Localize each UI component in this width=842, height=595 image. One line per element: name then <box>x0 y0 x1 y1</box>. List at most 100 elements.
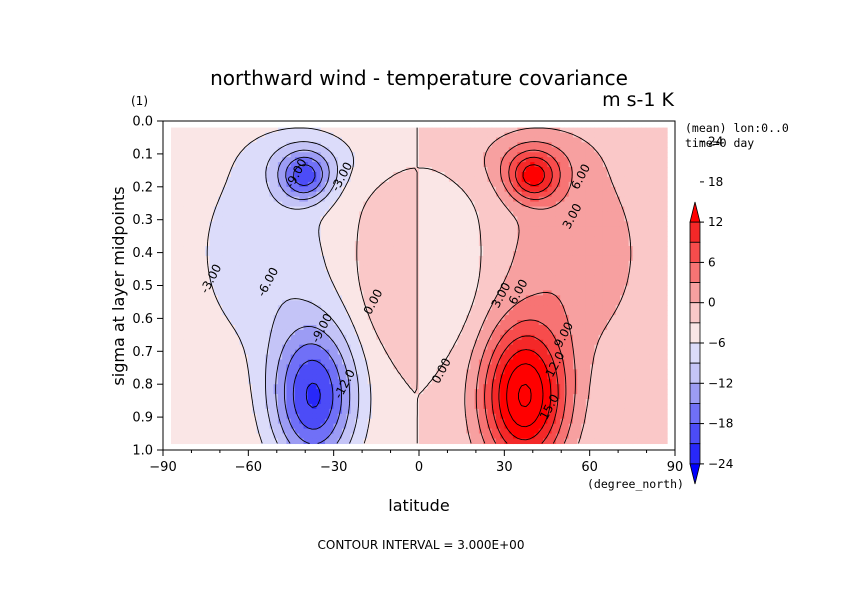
field-cell <box>474 255 480 262</box>
field-cell <box>658 270 664 277</box>
field-cell <box>444 172 450 178</box>
field-cell <box>547 221 553 227</box>
field-cell <box>637 176 642 183</box>
field-cell <box>508 132 514 139</box>
field-cell <box>290 305 296 311</box>
field-cell <box>602 206 608 213</box>
field-cell <box>303 246 309 252</box>
field-cell <box>444 186 450 193</box>
field-cell <box>641 137 647 143</box>
field-cell <box>654 127 660 134</box>
field-cell <box>252 315 258 321</box>
field-cell <box>577 221 583 227</box>
field-cell <box>218 226 223 232</box>
field-cell <box>312 300 317 306</box>
field-cell <box>239 172 245 178</box>
field-cell <box>419 142 424 148</box>
field-cell <box>662 132 668 139</box>
field-cell <box>453 270 459 277</box>
field-cell <box>457 196 463 203</box>
field-cell <box>384 181 390 188</box>
field-cell <box>658 246 664 252</box>
field-cell <box>401 246 407 252</box>
field-cell <box>273 181 279 188</box>
field-cell <box>324 280 330 287</box>
field-cell <box>299 201 305 208</box>
field-cell <box>594 196 600 203</box>
field-cell <box>294 127 300 134</box>
field-cell <box>406 181 412 188</box>
field-cell <box>329 231 335 237</box>
field-cell <box>175 157 181 163</box>
field-cell <box>525 132 531 139</box>
field-cell <box>209 172 215 178</box>
field-cell <box>363 270 369 277</box>
field-cell <box>389 206 394 213</box>
field-cell <box>183 186 189 193</box>
field-cell <box>547 186 553 193</box>
field-cell <box>500 172 506 178</box>
field-cell <box>551 265 557 272</box>
field-cell <box>384 236 390 242</box>
field-cell <box>384 290 390 296</box>
field-cell <box>444 324 450 331</box>
field-cell <box>350 334 356 341</box>
field-cell <box>380 300 386 306</box>
field-cell <box>389 265 394 272</box>
field-cell <box>466 142 471 148</box>
field-cell <box>342 176 347 183</box>
field-cell <box>307 310 313 316</box>
field-cell <box>645 250 651 257</box>
field-cell <box>192 147 198 153</box>
field-cell <box>607 270 613 277</box>
field-cell <box>170 339 176 346</box>
field-cell <box>222 201 228 208</box>
field-cell <box>218 246 223 252</box>
field-cell <box>179 255 185 262</box>
field-cell <box>581 265 587 272</box>
field-cell <box>551 211 557 218</box>
field-cell <box>196 147 202 153</box>
field-cell <box>346 152 352 158</box>
field-cell <box>239 142 245 148</box>
field-cell <box>478 152 484 158</box>
field-cell <box>410 329 416 336</box>
field-cell <box>461 270 467 277</box>
field-cell <box>401 290 407 296</box>
field-cell <box>478 172 484 178</box>
field-cell <box>312 137 317 143</box>
field-cell <box>457 275 463 282</box>
field-cell <box>222 310 228 316</box>
field-cell <box>611 315 617 321</box>
field-cell <box>269 315 275 321</box>
field-cell <box>551 231 557 237</box>
field-cell <box>448 241 454 247</box>
field-cell <box>397 176 403 183</box>
field-cell <box>525 157 531 163</box>
field-cell <box>598 206 604 213</box>
field-cell <box>247 305 253 311</box>
field-cell <box>269 255 275 262</box>
field-cell <box>265 186 270 193</box>
field-cell <box>376 290 382 296</box>
field-cell <box>226 201 232 208</box>
field-cell <box>551 241 557 247</box>
field-cell <box>354 137 360 143</box>
field-cell <box>598 231 604 237</box>
field-cell <box>444 167 450 173</box>
field-cell <box>602 191 608 198</box>
field-cell <box>260 324 266 331</box>
field-cell <box>222 221 228 227</box>
field-cell <box>269 172 275 178</box>
field-cell <box>294 246 300 252</box>
field-cell <box>607 167 613 173</box>
field-cell <box>594 221 600 227</box>
field-cell <box>252 290 258 296</box>
field-cell <box>568 250 574 257</box>
field-cell <box>581 142 587 148</box>
field-cell <box>504 285 510 292</box>
field-cell <box>448 226 454 232</box>
field-cell <box>282 334 288 341</box>
field-cell <box>551 186 557 193</box>
field-cell <box>649 201 655 208</box>
